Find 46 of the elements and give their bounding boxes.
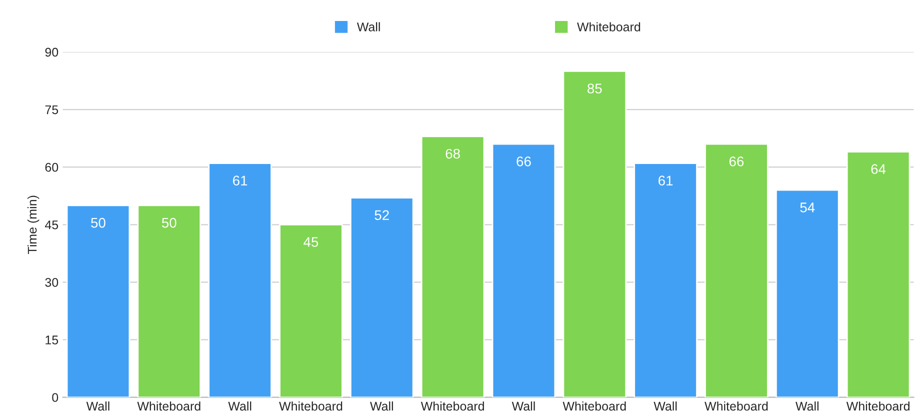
bar: [846, 151, 910, 398]
data-label: 52: [374, 210, 389, 220]
data-label: 50: [91, 218, 106, 228]
data-label: 66: [729, 156, 744, 166]
y-tick-label: 30: [45, 278, 58, 287]
x-tick-label: Whiteboard: [137, 401, 200, 411]
bar: [208, 162, 272, 398]
y-tick-label: 0: [52, 393, 58, 402]
x-tick-label: Whiteboard: [279, 401, 342, 411]
data-label: 61: [233, 176, 248, 186]
bar: [66, 204, 130, 398]
x-tick-label: Whiteboard: [562, 401, 626, 411]
x-tick-label: Whiteboard: [420, 401, 484, 411]
bar: [562, 70, 627, 398]
legend-label: Whiteboard: [577, 22, 640, 32]
x-tick-label: Wall: [370, 401, 393, 411]
y-tick-label: 75: [45, 105, 58, 114]
data-label: 64: [871, 164, 886, 174]
x-tick-label: Whiteboard: [846, 401, 910, 411]
data-label: 54: [800, 202, 815, 212]
data-label: 85: [588, 84, 602, 94]
x-tick-label: Wall: [512, 401, 535, 411]
data-label: 68: [446, 148, 460, 159]
data-label: 61: [658, 176, 673, 186]
legend-label: Wall: [356, 22, 380, 32]
y-axis-title: Time (min): [27, 196, 40, 254]
x-tick-label: Wall: [654, 401, 677, 411]
bar: [137, 204, 202, 398]
bar: [279, 224, 343, 398]
bar: [350, 197, 414, 398]
bar: [420, 136, 485, 398]
y-tick-label: 60: [45, 162, 58, 172]
data-label: 66: [516, 156, 531, 166]
x-tick-label: Wall: [228, 401, 252, 411]
y-tick-label: 45: [44, 220, 58, 230]
bar: [775, 189, 840, 398]
data-label: 45: [304, 237, 318, 247]
data-label: 50: [162, 218, 176, 228]
x-tick-label: Wall: [796, 401, 818, 411]
bar: [492, 143, 556, 398]
bar: [634, 162, 698, 398]
x-tick-label: Wall: [86, 401, 110, 411]
y-tick-label: 90: [45, 48, 58, 57]
x-tick-label: Whiteboard: [704, 401, 768, 411]
y-tick-label: 15: [46, 336, 58, 344]
bar: [704, 143, 768, 398]
